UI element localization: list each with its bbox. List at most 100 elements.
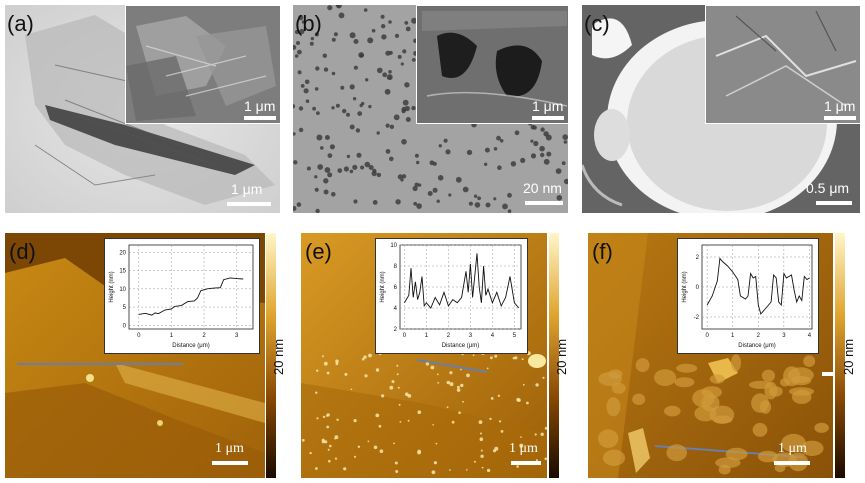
profile-x-tick-label: 2 [202, 333, 206, 339]
nanodot [556, 195, 563, 201]
nanodot [323, 178, 329, 184]
nanodot [543, 158, 550, 165]
afm-particle [494, 446, 499, 451]
panel-f-colorbar-label: 20 nm [841, 338, 856, 375]
nanodot [530, 139, 534, 143]
panel-e-scale-label: 1 μm [509, 441, 538, 456]
afm-particle [301, 438, 305, 442]
afm-particle [328, 459, 331, 463]
afm-particle [395, 470, 399, 473]
nanodot [493, 147, 498, 151]
afm-particle [449, 382, 454, 387]
nanodot [563, 178, 568, 185]
nanodot [468, 201, 473, 206]
panel-c-scalebar [816, 201, 852, 205]
nanodot [298, 15, 304, 21]
sem-inset-wrinkled-graphic [706, 6, 860, 123]
afm-particle [535, 383, 539, 387]
nanodot [356, 152, 362, 158]
afm-particle [407, 419, 410, 422]
afm-particle [393, 442, 395, 445]
panel-d-scale-label: 1 μm [215, 441, 244, 456]
afm-particle [430, 365, 435, 370]
nanodot [310, 36, 315, 41]
afm-flake [676, 363, 698, 373]
nanodot [484, 162, 488, 166]
afm-particle [396, 373, 399, 376]
nanodot [485, 202, 491, 208]
afm-particle [322, 415, 326, 419]
panel-b-sem-inset: 1 μm [416, 5, 568, 124]
nanodot [432, 187, 438, 193]
panel-c-tem-image: (c) 1 μm 0.5 μm [582, 5, 860, 213]
height-profile-chart-e: 0 1 2 3 4 5 2 4 6 8 10 Distance (μm) Height (nm) [380, 243, 522, 349]
nanodot [384, 88, 391, 95]
nanodot [412, 185, 418, 192]
nanodot [353, 199, 358, 204]
nanodot [296, 41, 300, 45]
profile-y-tick-label: 4 [394, 306, 398, 312]
nanodot [539, 145, 545, 152]
nanodot [294, 54, 299, 58]
profile-x-tick-label: 0 [137, 333, 141, 339]
nanodot [297, 70, 302, 75]
nanodot [394, 33, 400, 38]
panel-b-inset-scale-label: 1 μm [532, 98, 564, 114]
nanodot [297, 49, 302, 55]
afm-flake [709, 374, 725, 384]
nanodot [323, 189, 329, 195]
afm-particle [521, 358, 524, 361]
afm-particle [375, 368, 380, 372]
panel-e-profile-inset: 0 1 2 3 4 5 2 4 6 8 10 Distance (μm) Height (nm) [375, 238, 528, 354]
nanodot [309, 41, 314, 46]
nanodot [360, 165, 365, 170]
afm-particle [497, 394, 501, 397]
afm-flake [780, 378, 791, 387]
height-profile-line [706, 257, 810, 315]
nanodot [499, 139, 504, 143]
panel-a-sem-inset: 1 μm [125, 5, 280, 124]
afm-particle [315, 391, 318, 394]
profile-y-tick-label: 5 [123, 305, 127, 311]
afm-particle [479, 437, 484, 441]
nanodot [299, 28, 305, 35]
nanodot [353, 39, 359, 44]
profile-plot-frame [128, 244, 254, 330]
nanodot [294, 29, 300, 35]
nanodot [514, 130, 520, 136]
afm-flake [774, 463, 786, 473]
nanodot [342, 108, 347, 114]
afm-particle [335, 359, 339, 364]
profile-y-axis-label: Height (nm) [109, 271, 115, 302]
afm-particle [460, 383, 464, 388]
nanodot [389, 124, 395, 129]
afm-particle [375, 413, 380, 418]
afm-particle [449, 371, 453, 375]
nanodot [371, 170, 377, 177]
panel-f-label: (f) [592, 239, 613, 264]
nanodot [404, 82, 410, 88]
panel-e-label: (e) [305, 239, 332, 264]
afm-particle [327, 448, 330, 451]
profile-x-tick-label: 0 [403, 333, 407, 339]
nanodot [363, 8, 368, 12]
panel-a-label: (a) [7, 11, 34, 36]
afm-particle [336, 418, 339, 421]
afm-particle [494, 354, 498, 358]
afm-particle [431, 470, 436, 475]
afm-particle [326, 425, 330, 429]
nanodot [336, 5, 342, 9]
nanodot [293, 206, 297, 211]
afm-particle [391, 380, 395, 384]
nanodot [520, 157, 526, 163]
afm-flake [725, 447, 748, 461]
nanodot [303, 88, 309, 94]
afm-particle [378, 424, 382, 428]
nanodot [546, 151, 552, 157]
nanodot [364, 161, 371, 168]
afm-particle [542, 376, 545, 379]
height-profile-line [138, 277, 244, 316]
nanodot [385, 149, 391, 154]
afm-flake [654, 369, 677, 386]
afm-particle [519, 443, 524, 448]
